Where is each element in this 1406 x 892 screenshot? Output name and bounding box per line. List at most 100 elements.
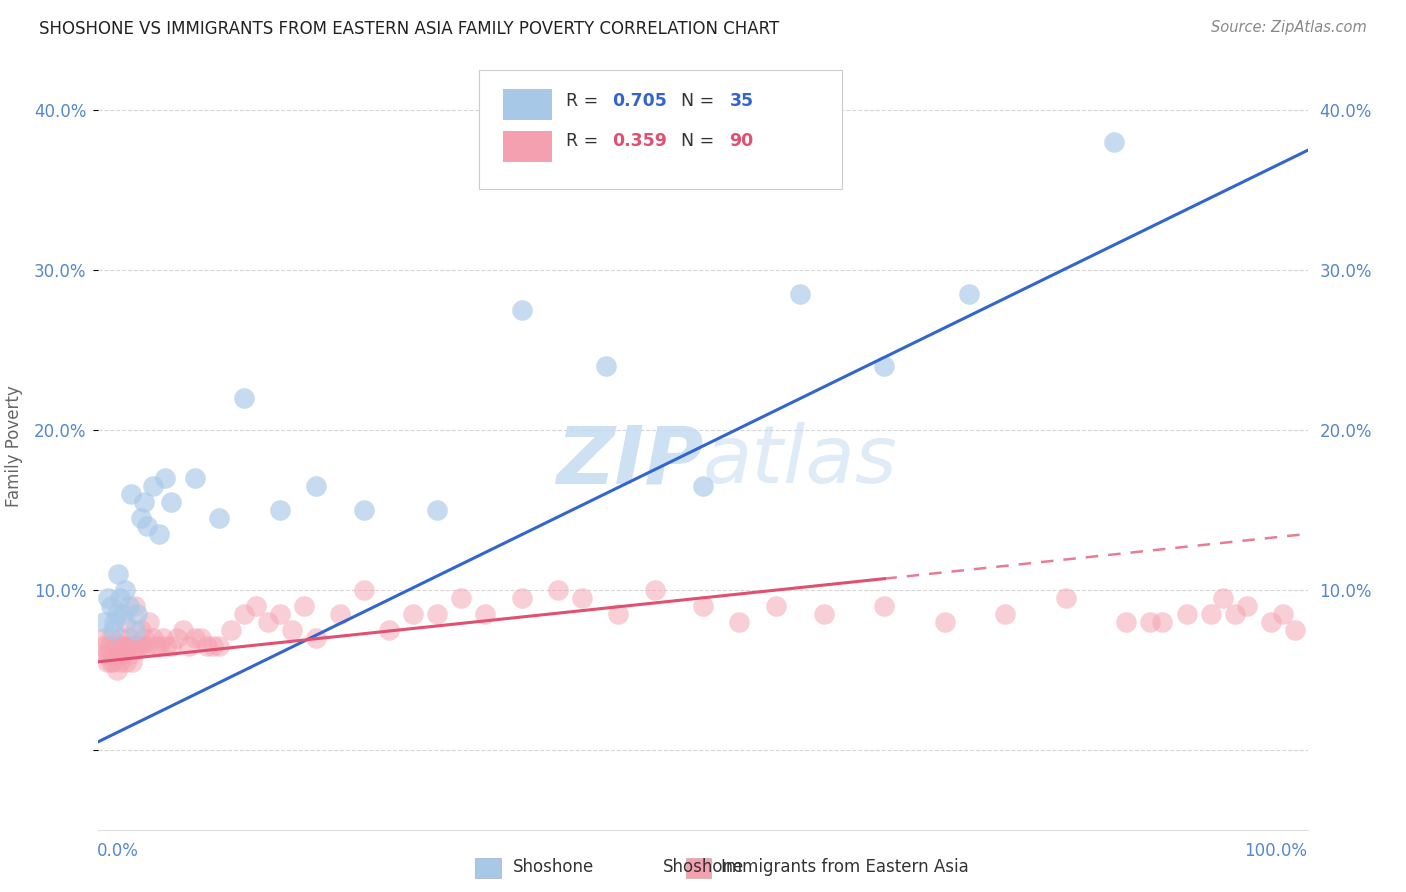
Point: [957, 287, 980, 301]
Point: [510, 591, 533, 605]
Point: [155, 639, 177, 653]
Point: [245, 599, 267, 613]
Point: [108, 647, 131, 661]
Point: [104, 639, 127, 653]
Point: [145, 639, 167, 653]
Point: [1054, 591, 1077, 605]
Point: [1139, 615, 1161, 629]
Text: 100.0%: 100.0%: [1244, 842, 1308, 861]
Point: [135, 519, 157, 533]
FancyBboxPatch shape: [479, 70, 842, 189]
Point: [135, 639, 157, 653]
Point: [108, 655, 131, 669]
Point: [1152, 615, 1174, 629]
Point: [510, 303, 533, 318]
Point: [353, 582, 375, 597]
Point: [353, 503, 375, 517]
Point: [148, 527, 170, 541]
Point: [127, 639, 149, 653]
Point: [124, 623, 146, 637]
Point: [110, 631, 132, 645]
Text: ZIP: ZIP: [555, 422, 703, 500]
Point: [1284, 623, 1306, 637]
Point: [644, 582, 666, 597]
Text: R =: R =: [567, 92, 605, 110]
Point: [115, 655, 138, 669]
Point: [105, 607, 128, 621]
Point: [111, 607, 134, 621]
Point: [208, 639, 231, 653]
Text: Shoshone: Shoshone: [513, 858, 595, 876]
Point: [281, 623, 304, 637]
Point: [402, 607, 425, 621]
Point: [108, 591, 131, 605]
Point: [160, 639, 183, 653]
Point: [1199, 607, 1222, 621]
Point: [1115, 615, 1137, 629]
Point: [172, 623, 194, 637]
Point: [118, 599, 141, 613]
Point: [98, 639, 121, 653]
Point: [117, 639, 139, 653]
Text: 90: 90: [730, 132, 754, 150]
Point: [142, 631, 165, 645]
Point: [142, 479, 165, 493]
Point: [1272, 607, 1295, 621]
Point: [232, 607, 254, 621]
Point: [125, 639, 148, 653]
Point: [105, 663, 128, 677]
Point: [1102, 136, 1125, 150]
Point: [128, 639, 150, 653]
Point: [184, 631, 207, 645]
Y-axis label: Family Poverty: Family Poverty: [6, 385, 22, 507]
Point: [195, 639, 218, 653]
Point: [127, 607, 149, 621]
Point: [97, 591, 120, 605]
Text: R =: R =: [567, 132, 605, 150]
Point: [107, 639, 129, 653]
Point: [124, 599, 146, 613]
Point: [111, 639, 134, 653]
Point: [1236, 599, 1258, 613]
FancyBboxPatch shape: [475, 858, 501, 878]
Point: [153, 471, 176, 485]
Point: [1223, 607, 1246, 621]
Point: [93, 615, 115, 629]
Point: [96, 655, 118, 669]
Point: [134, 631, 156, 645]
Point: [134, 495, 156, 509]
Point: [94, 647, 117, 661]
Point: [595, 359, 617, 373]
Point: [728, 615, 751, 629]
Point: [101, 623, 124, 637]
Text: 0.359: 0.359: [613, 132, 668, 150]
Text: atlas: atlas: [703, 422, 898, 500]
Text: 0.0%: 0.0%: [97, 842, 139, 861]
Point: [547, 582, 569, 597]
Point: [474, 607, 496, 621]
Point: [789, 287, 811, 301]
Point: [765, 599, 787, 613]
Point: [166, 631, 188, 645]
FancyBboxPatch shape: [503, 89, 551, 120]
Point: [107, 566, 129, 581]
Point: [103, 647, 125, 661]
Point: [292, 599, 315, 613]
Point: [138, 615, 160, 629]
Point: [100, 599, 122, 613]
Point: [118, 631, 141, 645]
Point: [426, 607, 449, 621]
Point: [111, 647, 134, 661]
Point: [571, 591, 593, 605]
Point: [934, 615, 956, 629]
Text: Immigrants from Eastern Asia: Immigrants from Eastern Asia: [721, 858, 969, 876]
Point: [100, 631, 122, 645]
Point: [813, 607, 835, 621]
FancyBboxPatch shape: [503, 131, 551, 162]
Point: [873, 359, 896, 373]
Point: [129, 511, 152, 525]
Point: [208, 511, 231, 525]
Point: [114, 582, 136, 597]
Point: [692, 599, 714, 613]
FancyBboxPatch shape: [686, 858, 711, 878]
